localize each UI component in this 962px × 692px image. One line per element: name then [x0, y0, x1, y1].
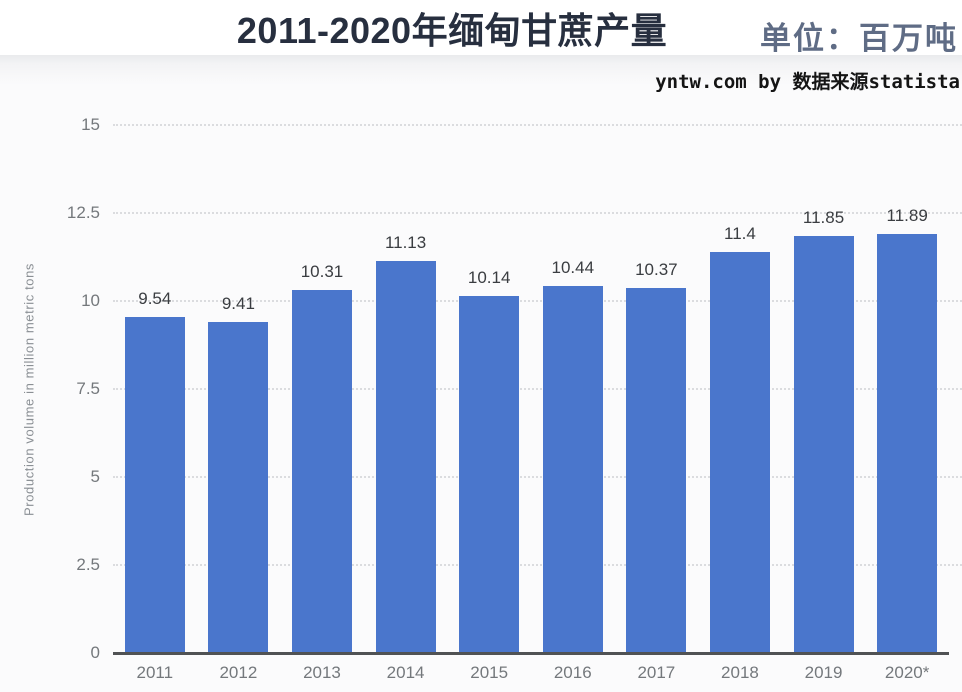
bar-group-2014: 11.13	[364, 125, 448, 653]
x-tick-label-2014: 2014	[386, 663, 425, 682]
bar-series: 9.54 9.41 10.31 11.13 10.14 10.44 10.37 11.4 11.…	[113, 125, 949, 653]
x-tick-label-2018: 2018	[721, 663, 759, 682]
gridline-2.5	[113, 564, 962, 566]
y-tick-label-2.5: 2.5	[76, 555, 100, 574]
y-tick-label-0: 0	[90, 643, 100, 662]
x-tick-label-2011: 2011	[136, 663, 174, 682]
bar-group-2013: 10.31	[280, 125, 364, 653]
bar-group-2016: 10.44	[531, 125, 615, 653]
bar-2011	[124, 317, 185, 653]
bar-value-label-2018: 11.4	[724, 223, 756, 243]
bar-group-2012: 9.41	[197, 125, 281, 653]
bar-2013	[291, 290, 352, 653]
x-axis-line	[113, 652, 949, 655]
gridline-10	[113, 300, 962, 302]
bar-value-label-2012: 9.41	[221, 293, 255, 313]
bar-value-label-2011: 9.54	[138, 289, 172, 309]
bar-value-label-2016: 10.44	[551, 257, 595, 277]
bar-group-2018: 11.4	[698, 125, 782, 653]
attribution-text: yntw.com by 数据来源statista	[655, 71, 960, 93]
y-tick-label-10: 10	[81, 291, 100, 310]
x-axis-tick-labels: 2011 2012 2013 2014 2015 2016 2017 2018 2019 2020…	[113, 663, 949, 683]
gridline-15	[113, 124, 962, 126]
bar-value-label-2020: 11.89	[886, 206, 928, 226]
bar-group-2017: 10.37	[615, 125, 699, 653]
x-tick-label-2012: 2012	[219, 663, 258, 682]
x-tick-label-2013: 2013	[303, 663, 341, 682]
y-tick-label-15: 15	[81, 115, 100, 134]
bar-2019	[793, 235, 854, 653]
bar-2016	[542, 285, 603, 653]
x-tick-label-2016: 2016	[553, 663, 592, 682]
bar-2020	[877, 234, 938, 653]
bar-2015	[459, 296, 520, 653]
unit-label: 单位：百万吨	[760, 21, 958, 56]
x-tick-label-2019: 2019	[804, 663, 843, 682]
x-tick-label-2017: 2017	[637, 663, 676, 682]
bar-2012	[208, 321, 269, 653]
chart-area: Production volume in million metric tons…	[0, 55, 962, 692]
bar-group-2015: 10.14	[447, 125, 531, 653]
bar-2014	[375, 261, 436, 653]
bar-2018	[709, 251, 770, 653]
y-tick-label-5: 5	[90, 467, 100, 486]
bar-group-2011: 9.54	[113, 125, 197, 653]
gridline-5	[113, 476, 962, 478]
bar-value-label-2015: 10.14	[467, 268, 511, 288]
bar-value-label-2014: 11.13	[384, 233, 427, 253]
x-tick-label-2015: 2015	[470, 663, 509, 682]
chart-title: 2011-2020年缅甸甘蔗产量	[236, 10, 668, 51]
y-tick-label-12.5: 12.5	[66, 203, 100, 222]
gridline-12.5	[113, 212, 962, 214]
bar-value-label-2017: 10.37	[635, 259, 678, 279]
bar-value-label-2019: 11.85	[802, 207, 845, 227]
x-tick-label-2020: 2020*	[884, 663, 930, 682]
bar-group-2020: 11.89	[865, 125, 949, 653]
y-tick-label-7.5: 7.5	[76, 379, 100, 398]
gridline-7.5	[113, 388, 962, 390]
bar-2017	[626, 287, 687, 653]
bar-value-label-2013: 10.31	[300, 262, 344, 282]
bar-group-2019: 11.85	[782, 125, 866, 653]
